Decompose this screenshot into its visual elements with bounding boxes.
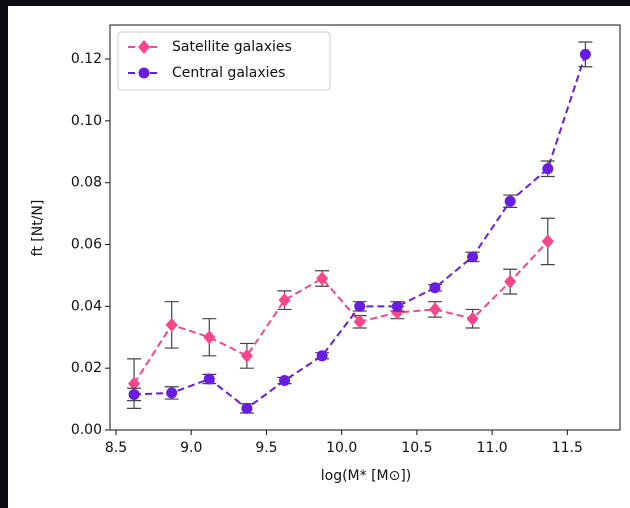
x-axis-label: log(M* [M⊙]) [321,468,412,484]
data-point [166,387,178,399]
data-point [504,195,516,207]
x-tick-label: 9.0 [180,440,202,456]
y-tick-label: 0.08 [71,175,102,191]
data-point [241,402,253,414]
data-point [316,350,328,362]
data-point [128,376,141,391]
data-point [353,314,366,329]
data-point [391,300,403,312]
y-tick-label: 0.12 [71,51,102,67]
data-point [428,302,441,317]
data-point [542,163,554,175]
legend-label: Central galaxies [172,65,285,81]
y-axis-label: ft [Nt/N] [30,200,46,257]
x-tick-label: 11.0 [477,440,508,456]
plot-frame [109,24,621,431]
x-tick-label: 9.5 [255,440,277,456]
series-line [133,240,549,385]
y-tick-label: 0.10 [71,113,102,129]
data-point [278,293,291,308]
data-point [354,300,366,312]
x-tick-label: 8.5 [105,440,127,456]
data-point [579,48,591,60]
data-point [316,271,329,286]
data-point [541,234,554,249]
data-point [240,348,253,363]
x-tick-label: 11.5 [552,440,583,456]
data-point [128,388,140,400]
y-tick-label: 0.00 [71,422,102,438]
y-tick-label: 0.04 [71,298,102,314]
data-point [279,375,291,387]
legend-marker [138,67,150,79]
y-tick-label: 0.06 [71,237,102,253]
data-point [429,282,441,294]
x-tick-label: 10.0 [326,440,357,456]
data-point [203,373,215,385]
data-point [466,311,479,326]
x-tick-label: 10.5 [401,440,432,456]
y-tick-label: 0.02 [71,360,102,376]
data-point [504,274,517,289]
legend-label: Satellite galaxies [172,39,292,55]
data-point [203,330,216,345]
data-point [165,317,178,332]
legend-marker [138,40,150,54]
legend-box [117,31,331,91]
data-point [467,251,479,263]
